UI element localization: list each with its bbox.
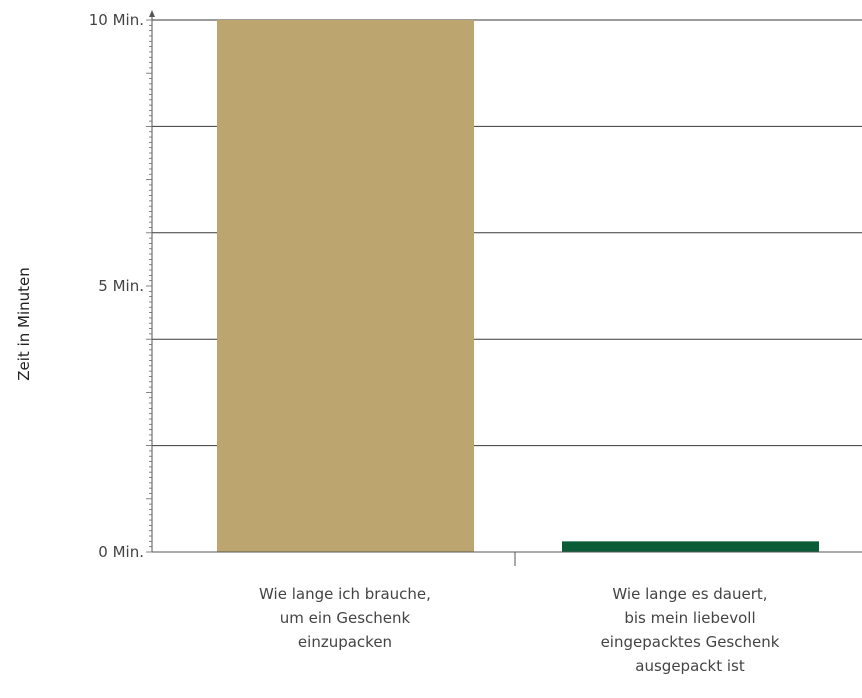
bar bbox=[217, 20, 474, 552]
y-tick-labels: 0 Min. 5 Min. 10 Min. bbox=[89, 11, 144, 561]
x-category-label-line: ausgepackt ist bbox=[635, 657, 745, 675]
bars bbox=[217, 20, 819, 552]
y-tick-label: 10 Min. bbox=[89, 11, 144, 29]
x-category-label-line: eingepacktes Geschenk bbox=[600, 633, 780, 651]
x-category-label-line: Wie lange ich brauche, bbox=[259, 585, 431, 603]
x-category-label-line: um ein Geschenk bbox=[279, 609, 411, 627]
y-axis bbox=[146, 10, 862, 566]
y-axis-label: Zeit in Minuten bbox=[15, 267, 33, 381]
y-tick-label: 5 Min. bbox=[98, 277, 144, 295]
y-axis-arrow bbox=[149, 10, 155, 17]
x-category-label-line: bis mein liebevoll bbox=[624, 609, 756, 627]
x-category-label-line: Wie lange es dauert, bbox=[612, 585, 768, 603]
y-tick-label: 0 Min. bbox=[98, 543, 144, 561]
x-category-label: Wie lange es dauert, bis mein liebevoll ei… bbox=[560, 582, 820, 678]
x-category-label: Wie lange ich brauche, um ein Geschenk ein… bbox=[215, 582, 475, 654]
x-category-label-line: einzupacken bbox=[297, 633, 393, 651]
bar bbox=[562, 541, 819, 552]
